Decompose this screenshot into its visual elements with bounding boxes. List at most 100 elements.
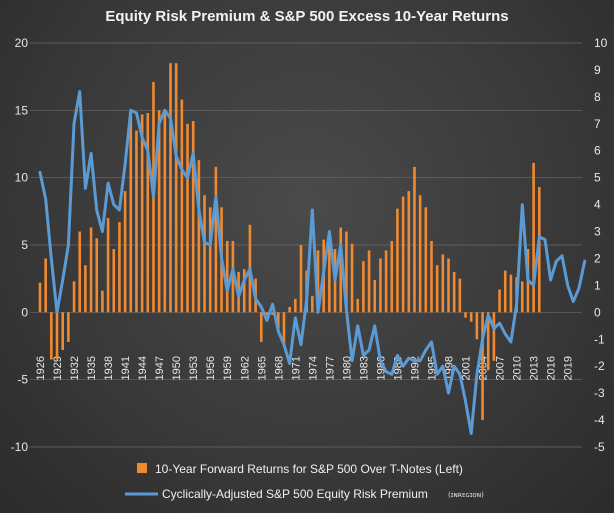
- x-tick-label: 1932: [69, 356, 81, 380]
- x-tick-label: 1938: [103, 356, 115, 380]
- bar: [89, 227, 93, 313]
- bar: [458, 278, 462, 313]
- bar: [44, 258, 47, 313]
- x-tick-label: 1968: [273, 356, 285, 380]
- bar: [163, 113, 167, 313]
- bar: [379, 258, 382, 313]
- x-tick-label: 1974: [307, 356, 319, 380]
- x-tick-label: 1971: [290, 356, 302, 380]
- watermark-text: (ɪɴʀᴇɢɪᴏɴ): [448, 491, 484, 499]
- bar: [401, 196, 405, 313]
- bar: [328, 243, 331, 313]
- bar: [203, 195, 206, 313]
- bar: [208, 207, 212, 313]
- left-tick-label: 15: [15, 103, 29, 117]
- x-tick-label: 2010: [512, 356, 524, 380]
- x-tick-label: 1953: [188, 356, 200, 380]
- right-tick-label: -3: [594, 386, 605, 400]
- x-tick-label: 1941: [120, 356, 132, 380]
- bar: [140, 114, 144, 313]
- bar: [265, 312, 269, 316]
- bar: [84, 265, 87, 313]
- bar: [311, 296, 314, 313]
- left-tick-label: -10: [11, 440, 29, 454]
- bar: [135, 130, 138, 313]
- x-tick-label: 2013: [529, 356, 541, 380]
- right-tick-label: -5: [594, 440, 605, 454]
- line-group: [38, 90, 587, 435]
- bar: [520, 281, 524, 313]
- bar: [367, 250, 371, 313]
- bar: [294, 298, 297, 313]
- x-tick-label: 1935: [86, 356, 98, 380]
- bar: [356, 298, 360, 313]
- bar: [118, 222, 121, 313]
- x-tick-label: 2007: [495, 356, 507, 380]
- bar: [424, 207, 428, 313]
- bar: [464, 312, 467, 318]
- left-tick-label: 10: [15, 171, 29, 185]
- bar: [78, 231, 82, 313]
- bar: [396, 208, 399, 313]
- bar: [441, 254, 445, 313]
- x-tick-label: 1965: [256, 356, 268, 380]
- series-line: [38, 90, 587, 435]
- bar: [430, 240, 433, 313]
- bar: [112, 249, 116, 313]
- legend-line-label: Cyclically-Adjusted S&P 500 Equity Risk …: [162, 487, 428, 501]
- left-tick-label: 0: [21, 305, 28, 319]
- right-tick-label: -1: [594, 332, 605, 346]
- right-tick-label: -4: [594, 413, 605, 427]
- bar: [271, 312, 274, 316]
- x-tick-label: 1929: [52, 356, 64, 380]
- bar: [186, 123, 189, 313]
- x-tick-label: 1980: [341, 356, 353, 380]
- left-tick-label: 5: [21, 238, 28, 252]
- bar: [55, 312, 59, 360]
- bar: [498, 289, 501, 313]
- bar: [50, 312, 53, 360]
- bar: [61, 312, 64, 351]
- bar: [503, 270, 507, 313]
- bar: [509, 274, 513, 313]
- right-tick-label: 8: [594, 90, 601, 104]
- right-tick-label: 3: [594, 225, 601, 239]
- x-tick-label: 1944: [137, 356, 149, 380]
- legend-bar-swatch: [137, 463, 147, 473]
- x-tick-label: 2001: [461, 356, 473, 380]
- bar: [157, 110, 161, 313]
- bar: [288, 306, 291, 313]
- bar: [469, 312, 473, 322]
- bar: [345, 231, 348, 313]
- bar: [146, 113, 150, 313]
- bar: [101, 290, 104, 313]
- bar: [486, 312, 490, 371]
- bar: [299, 245, 303, 313]
- right-tick-label: 7: [594, 117, 601, 131]
- right-tick-label: 10: [594, 36, 608, 50]
- bar: [481, 312, 484, 421]
- bar: [259, 312, 263, 342]
- right-tick-label: 9: [594, 63, 601, 77]
- bar: [169, 63, 172, 313]
- bar: [129, 114, 133, 313]
- x-tick-label: 1959: [222, 356, 234, 380]
- right-tick-label: 5: [594, 171, 601, 185]
- bar: [276, 312, 280, 333]
- chart-title: Equity Risk Premium & S&P 500 Excess 10-…: [105, 8, 508, 25]
- bar: [174, 63, 178, 313]
- bar: [475, 312, 479, 340]
- x-tick-label: 2019: [563, 356, 575, 380]
- bar: [282, 312, 286, 345]
- bar: [242, 269, 246, 313]
- x-tick-label: 1926: [35, 356, 47, 380]
- right-tick-label: -2: [594, 359, 605, 373]
- bar: [180, 99, 184, 313]
- legend: 10-Year Forward Returns for S&P 500 Over…: [125, 462, 484, 501]
- bar: [413, 166, 416, 313]
- bar: [418, 195, 422, 313]
- x-tick-label: 1950: [171, 356, 183, 380]
- bar: [407, 191, 411, 313]
- x-tick-label: 1977: [324, 356, 336, 380]
- left-tick-label: 20: [15, 36, 29, 50]
